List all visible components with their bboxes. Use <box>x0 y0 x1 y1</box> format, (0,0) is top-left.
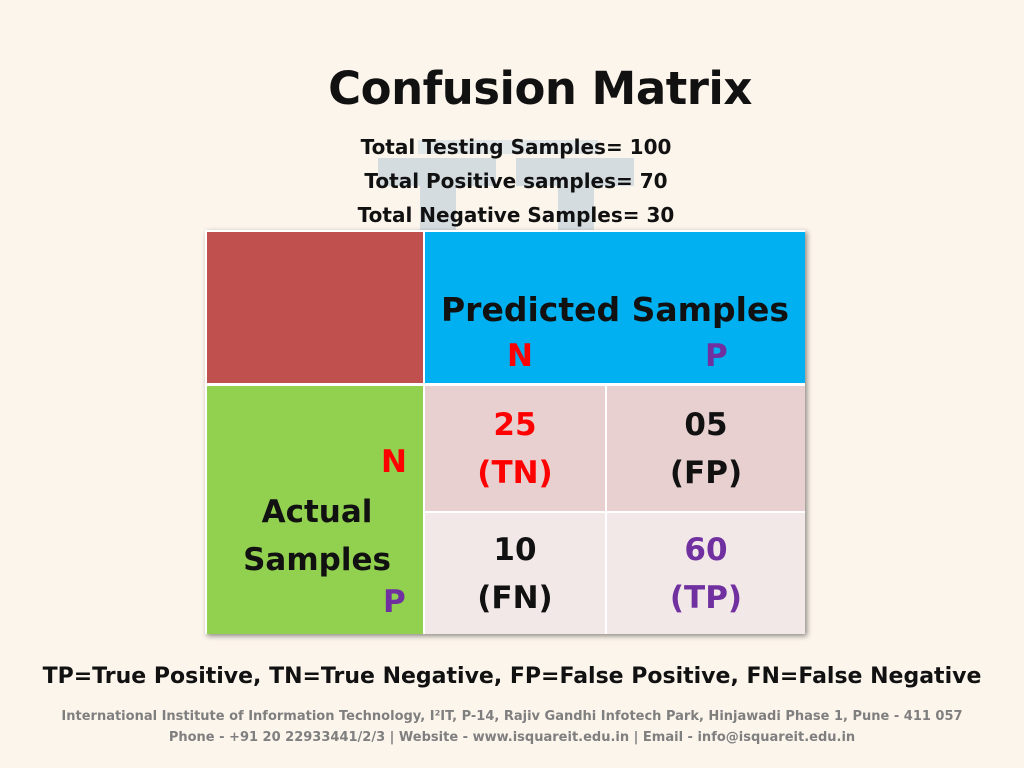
negative-samples-text: Total Negative Samples= 30 <box>357 203 675 227</box>
true-positive-cell: 60 (TP) <box>607 513 805 634</box>
fp-value: 05 <box>684 407 728 443</box>
confusion-matrix-table: Predicted Samples N P N Actual Samples P… <box>205 230 805 634</box>
page-title: Confusion Matrix <box>328 62 752 115</box>
predicted-header-cell: Predicted Samples N P <box>425 232 805 383</box>
predicted-p-label: P <box>705 338 728 374</box>
fn-label: (FN) <box>477 580 553 616</box>
actual-label-line1: Actual <box>261 494 373 530</box>
total-samples-text: Total Testing Samples= 100 <box>360 135 672 159</box>
predicted-samples-label: Predicted Samples <box>441 290 789 329</box>
watermark-logo <box>378 140 634 232</box>
footer-address: International Institute of Information T… <box>61 709 963 724</box>
fp-label: (FP) <box>669 455 743 491</box>
predicted-n-label: N <box>507 338 533 374</box>
footer-contact: Phone - +91 20 22933441/2/3 | Website - … <box>168 730 856 745</box>
actual-samples-label: Actual Samples <box>207 488 427 584</box>
fn-value: 10 <box>493 532 537 568</box>
sample-stats: Total Testing Samples= 100 Total Positiv… <box>0 130 1024 232</box>
abbreviation-legend: TP=True Positive, TN=True Negative, FP=F… <box>42 664 982 689</box>
tp-value: 60 <box>684 532 728 568</box>
true-negative-cell: 25 (TN) <box>425 386 605 511</box>
matrix-corner-cell <box>207 232 423 383</box>
actual-n-label: N <box>381 444 407 480</box>
actual-label-line2: Samples <box>243 542 391 578</box>
tn-label: (TN) <box>477 455 553 491</box>
actual-p-label: P <box>383 584 406 620</box>
actual-header-cell: N Actual Samples P <box>207 386 423 634</box>
tp-label: (TP) <box>669 580 743 616</box>
tn-value: 25 <box>493 407 537 443</box>
positive-samples-text: Total Positive samples= 70 <box>364 169 668 193</box>
false-negative-cell: 10 (FN) <box>425 513 605 634</box>
institute-footer: International Institute of Information T… <box>0 706 1024 748</box>
false-positive-cell: 05 (FP) <box>607 386 805 511</box>
